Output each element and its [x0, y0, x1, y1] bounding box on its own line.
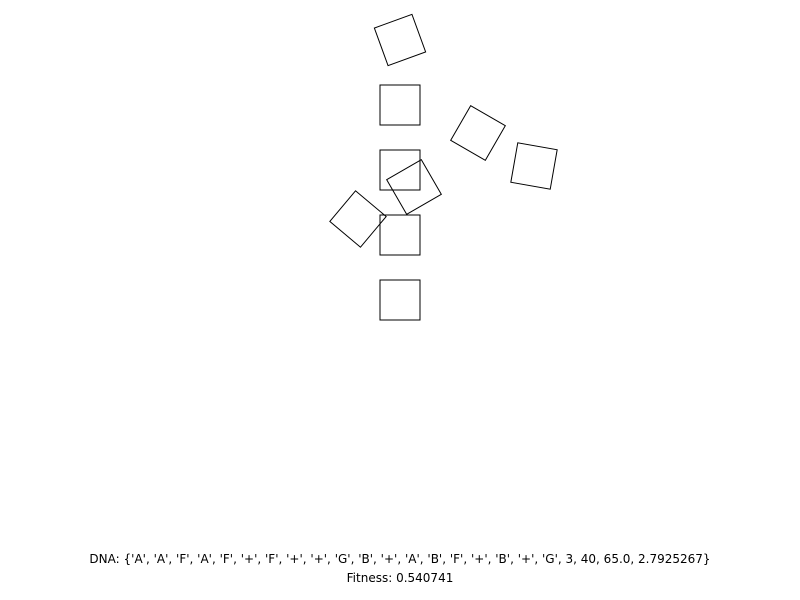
fitness-readout: Fitness: 0.540741 — [0, 571, 800, 585]
dna-sequence: {'A', 'A', 'F', 'A', 'F', '+', 'F', '+',… — [123, 552, 711, 566]
square-shape — [449, 104, 507, 162]
fitness-label: Fitness: — [346, 571, 393, 585]
fitness-value: 0.540741 — [396, 571, 454, 585]
square-shape — [385, 158, 443, 216]
square-shape — [329, 190, 387, 248]
square-shape — [510, 142, 558, 190]
dna-label: DNA: — [89, 552, 120, 566]
square-shape — [379, 214, 421, 256]
square-shape — [379, 279, 421, 321]
square-shape-group — [329, 13, 558, 321]
dna-readout: DNA: {'A', 'A', 'F', 'A', 'F', '+', 'F',… — [0, 552, 800, 566]
square-shape — [373, 13, 427, 67]
square-shape — [379, 149, 421, 191]
square-shape — [379, 84, 421, 126]
